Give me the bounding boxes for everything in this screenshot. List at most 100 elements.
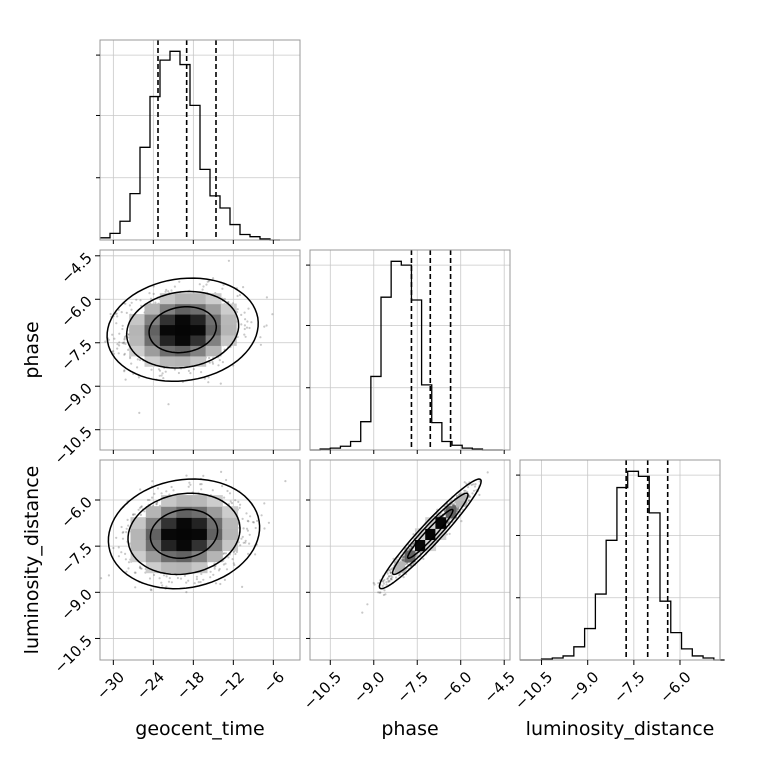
density-geocent_time-vs-phase-point [178,280,181,283]
density-geocent_time-vs-luminosity_distance-point [122,530,125,534]
density-phase-vs-luminosity_distance-point [408,548,411,551]
density-geocent_time-vs-luminosity_distance-point [155,503,158,506]
density-phase-vs-luminosity_distance-point [422,557,425,561]
density-phase-vs-luminosity_distance-point [385,583,388,586]
density-geocent_time-vs-luminosity_distance-point [143,510,146,513]
density-geocent_time-vs-phase-point [154,301,157,304]
density-phase-vs-luminosity_distance-point [464,489,467,492]
density-geocent_time-vs-luminosity_distance-point [120,525,123,529]
density-geocent_time-vs-phase-cell [159,293,176,305]
density-geocent_time-vs-luminosity_distance-point [213,567,216,570]
density-phase-vs-luminosity_distance-point [388,569,391,572]
density-geocent_time-vs-phase-cell [175,303,191,315]
density-geocent_time-vs-luminosity_distance-cell [176,561,193,574]
hist-panel-luminosity_distance [519,459,721,661]
density-geocent_time-vs-luminosity_distance-cell [161,517,177,529]
density-geocent_time-vs-phase-point [152,292,155,295]
density-phase-vs-luminosity_distance-cell [414,539,426,552]
density-geocent_time-vs-luminosity_distance-point [251,521,255,524]
density-geocent_time-vs-phase-point [118,341,121,344]
density-phase-vs-luminosity_distance-point [456,508,459,511]
density-geocent_time-vs-luminosity_distance-point [242,541,245,544]
density-geocent_time-vs-luminosity_distance-point [150,589,153,592]
density-geocent_time-vs-luminosity_distance-point [133,571,136,574]
density-geocent_time-vs-phase-point [109,312,112,316]
density-geocent_time-vs-luminosity_distance-point [134,571,137,574]
density-geocent_time-vs-luminosity_distance-cell [222,506,239,518]
density-geocent_time-vs-luminosity_distance-cell [222,528,239,540]
ytick-label-luminosity_distance-3: −7.5 [57,539,95,577]
density-geocent_time-vs-luminosity_distance-point [247,520,250,523]
density-geocent_time-vs-luminosity_distance-point [232,562,235,565]
ytick-label-phase-1: −10.5 [51,423,96,468]
density-geocent_time-vs-luminosity_distance-point [125,527,128,530]
density-geocent_time-vs-luminosity_distance-point [211,489,214,492]
density-phase-vs-luminosity_distance-density [394,495,467,574]
density-geocent_time-vs-luminosity_distance-point [125,531,128,534]
density-geocent_time-vs-phase-cell [159,324,176,336]
density-phase-vs-luminosity_distance-point [471,492,474,495]
density-phase-vs-luminosity_distance-point [390,567,394,570]
density-geocent_time-vs-phase-point [207,280,210,283]
ytick-label-phase-5: −4.5 [57,249,95,287]
density-phase-vs-luminosity_distance-point [412,542,415,545]
density-geocent_time-vs-luminosity_distance-point [189,483,192,486]
density-phase-vs-luminosity_distance-point [486,471,489,474]
density-geocent_time-vs-phase-cell [175,334,191,346]
density-geocent_time-vs-luminosity_distance-point [183,574,186,577]
density-phase-vs-luminosity_distance-point [383,578,386,582]
density-geocent_time-vs-phase-point [211,362,215,365]
density-geocent_time-vs-luminosity_distance-point [260,514,263,517]
density-geocent_time-vs-luminosity_distance-point [220,470,223,473]
density-phase-vs-luminosity_distance-point [381,579,384,583]
density-phase-vs-luminosity_distance-point [405,561,409,564]
density-geocent_time-vs-luminosity_distance-point [197,581,200,584]
xtick-label-luminosity_distance-1: −10.5 [511,668,556,713]
density-geocent_time-vs-phase-point [244,318,247,321]
density-geocent_time-vs-phase-point [120,311,123,314]
density-phase-vs-luminosity_distance-point [456,508,459,511]
xtick-label-geocent_time-2: −24 [133,668,168,703]
density-geocent_time-vs-luminosity_distance-cell [206,495,223,507]
density-geocent_time-vs-phase-point [116,315,119,318]
density-geocent_time-vs-luminosity_distance-cell [145,517,162,529]
density-geocent_time-vs-luminosity_distance-point [248,533,251,536]
density-geocent_time-vs-luminosity_distance-contour-3 [107,478,261,590]
density-geocent_time-vs-phase-point [247,307,250,310]
density-phase-vs-luminosity_distance-point [402,555,405,558]
density-geocent_time-vs-luminosity_distance-point [242,527,245,530]
density-geocent_time-vs-phase-point [111,333,114,336]
xtick-label-geocent_time-4: −12 [213,668,248,703]
density-phase-vs-luminosity_distance-point [387,580,390,584]
density-geocent_time-vs-luminosity_distance-point [151,480,154,483]
density-geocent_time-vs-luminosity_distance-point [146,498,149,502]
density-geocent_time-vs-luminosity_distance-point [156,487,160,490]
density-geocent_time-vs-luminosity_distance-cell [191,528,208,540]
density-phase-vs-luminosity_distance-point [401,559,405,562]
density-geocent_time-vs-luminosity_distance-point [112,546,115,550]
density-phase-vs-luminosity_distance-point [468,495,471,498]
density-phase-vs-luminosity_distance-point [467,486,470,489]
density-geocent_time-vs-luminosity_distance-point [232,550,235,554]
density-geocent_time-vs-luminosity_distance-point [97,536,99,538]
density-geocent_time-vs-phase-cell [175,314,191,326]
density-geocent_time-vs-phase-point [150,368,153,371]
density-phase-vs-luminosity_distance-contour-3 [378,478,482,590]
density-phase-vs-luminosity_distance-point [386,578,389,581]
density-geocent_time-vs-luminosity_distance-cell [145,506,162,518]
density-phase-vs-luminosity_distance-point [402,558,405,562]
density-geocent_time-vs-luminosity_distance-point [100,577,103,580]
density-geocent_time-vs-luminosity_distance-point [165,490,168,493]
density-phase-vs-luminosity_distance-point [402,556,405,559]
density-geocent_time-vs-phase-cell [159,303,176,315]
density-phase-vs-luminosity_distance-point [397,574,401,577]
density-geocent_time-vs-phase-cell [220,334,237,346]
density-geocent_time-vs-luminosity_distance-cell [130,539,147,552]
density-geocent_time-vs-phase-point [236,294,239,298]
density-geocent_time-vs-luminosity_distance-point [149,588,152,591]
density-phase-vs-luminosity_distance-point [453,503,456,506]
density-geocent_time-vs-phase-cell [205,324,222,336]
xtick-label-geocent_time-3: −18 [173,668,208,703]
xlabel-luminosity_distance: luminosity_distance [526,718,715,740]
density-geocent_time-vs-luminosity_distance-cell [206,517,223,529]
